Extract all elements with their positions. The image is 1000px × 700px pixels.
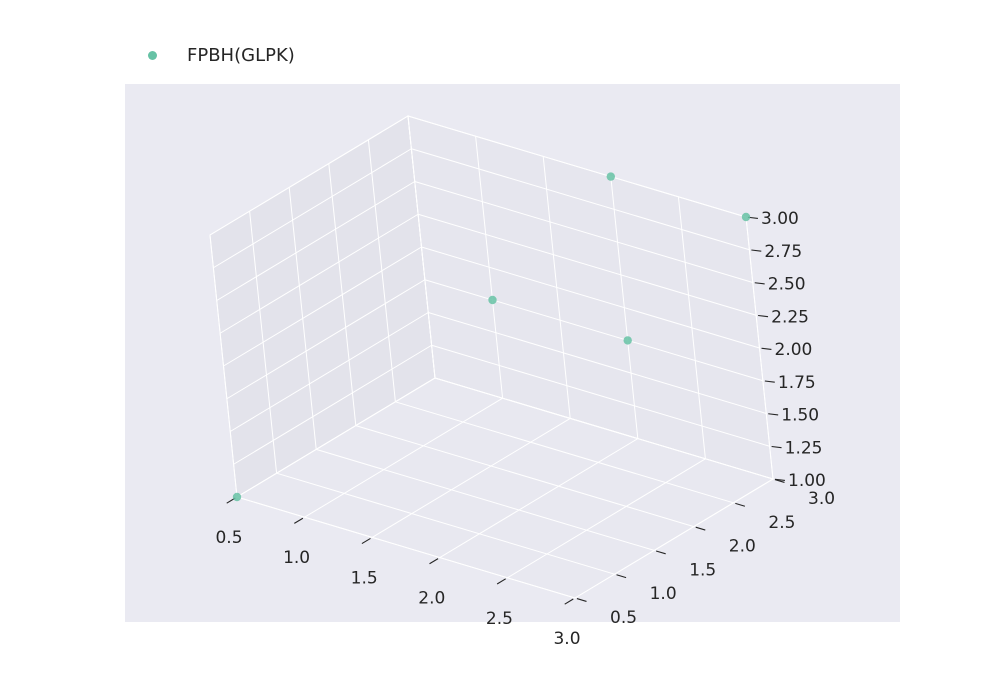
z-tick-label: 2.75 — [764, 242, 802, 262]
x-tick-mark — [294, 517, 304, 524]
legend-label: FPBH(GLPK) — [187, 44, 295, 66]
x-tick-mark — [429, 558, 439, 565]
z-tick-label: 1.25 — [785, 438, 823, 458]
legend-marker — [148, 50, 157, 60]
grid-line-z-left — [236, 377, 436, 498]
grid-line-x-floor — [507, 458, 706, 579]
z-tick-label: 1.00 — [788, 471, 826, 491]
grid-line-z-back — [434, 377, 774, 480]
y-tick-mark — [655, 550, 666, 555]
grid-line-z-left — [229, 312, 429, 432]
grid-line-z-left — [233, 344, 432, 465]
y-tick-label: 1.0 — [650, 584, 677, 604]
z-tick-label: 1.50 — [781, 406, 819, 426]
z-tick-mark — [761, 347, 772, 350]
y-tick-mark — [774, 479, 785, 483]
grid-lines — [209, 115, 774, 599]
x-tick-label: 2.0 — [418, 589, 445, 609]
z-tick-mark — [774, 478, 785, 481]
scatter-points — [232, 172, 751, 502]
grid-line-x-floor — [439, 438, 639, 559]
data-point — [232, 492, 242, 502]
y-tick-mark — [695, 526, 706, 531]
grid-line-x-floor — [574, 478, 774, 599]
x-tick-label: 1.0 — [283, 548, 310, 568]
grid-line-y-floor — [355, 425, 694, 528]
z-tick-mark — [771, 445, 782, 449]
z-tick-label: 2.00 — [775, 340, 813, 360]
grid-line-z-left — [226, 279, 426, 400]
grid-line-x-floor — [371, 417, 571, 538]
x-tick-mark — [564, 598, 574, 605]
y-tick-label: 3.0 — [808, 489, 835, 509]
grid-line-z-left — [223, 246, 422, 367]
y-tick-label: 2.0 — [729, 537, 756, 557]
grid-line-y-floor — [236, 496, 576, 599]
data-point — [623, 336, 632, 345]
grid-line-y-floor — [395, 401, 734, 504]
grid-line-z-back — [411, 148, 750, 251]
grid-line-z-back — [421, 246, 760, 349]
grid-line-z-back — [424, 279, 764, 382]
x-tick-label: 3.0 — [553, 629, 580, 649]
grid-line-z-back — [417, 213, 757, 316]
z-tick-mark — [764, 380, 775, 383]
y-tick-mark — [735, 502, 746, 507]
grid-line-z-back — [414, 181, 753, 283]
grid-line-y-floor — [276, 472, 615, 575]
grid-line-y-floor — [316, 448, 655, 551]
y-tick-mark — [576, 598, 587, 602]
y-tick-label: 2.5 — [768, 513, 795, 533]
y-tick-label: 1.5 — [689, 560, 716, 580]
grid-line-z-left — [209, 115, 409, 236]
grid-line-z-left — [213, 148, 412, 269]
x-tick-label: 1.5 — [351, 568, 378, 588]
z-tick-mark — [758, 314, 769, 318]
z-tick-label: 3.00 — [761, 209, 799, 229]
data-point — [488, 295, 497, 305]
grid-line-z-back — [428, 312, 767, 414]
z-tick-label: 2.50 — [768, 275, 806, 295]
grid-line-z-back — [407, 115, 747, 218]
x-tick-mark — [496, 578, 506, 585]
data-point — [606, 172, 615, 181]
grid-line-z-left — [219, 213, 419, 334]
z-tick-mark — [754, 282, 765, 285]
y-tick-label: 0.5 — [610, 608, 637, 628]
y-tick-mark — [616, 574, 627, 579]
z-tick-label: 1.75 — [778, 373, 816, 393]
legend: FPBH(GLPK) — [140, 40, 295, 70]
x-tick-label: 2.5 — [486, 609, 513, 629]
x-tick-mark — [361, 537, 371, 545]
z-tick-mark — [768, 413, 779, 416]
z-tick-mark — [751, 249, 762, 252]
data-point — [741, 212, 751, 222]
grid-line-x-floor — [304, 397, 503, 518]
x-tick-label: 0.5 — [215, 528, 242, 548]
grid-line-z-left — [216, 181, 416, 301]
grid-line-z-back — [431, 344, 770, 447]
z-tick-label: 2.25 — [771, 307, 809, 327]
axis-ticks: 0.51.01.52.02.53.00.51.01.52.02.53.01.00… — [215, 209, 835, 649]
